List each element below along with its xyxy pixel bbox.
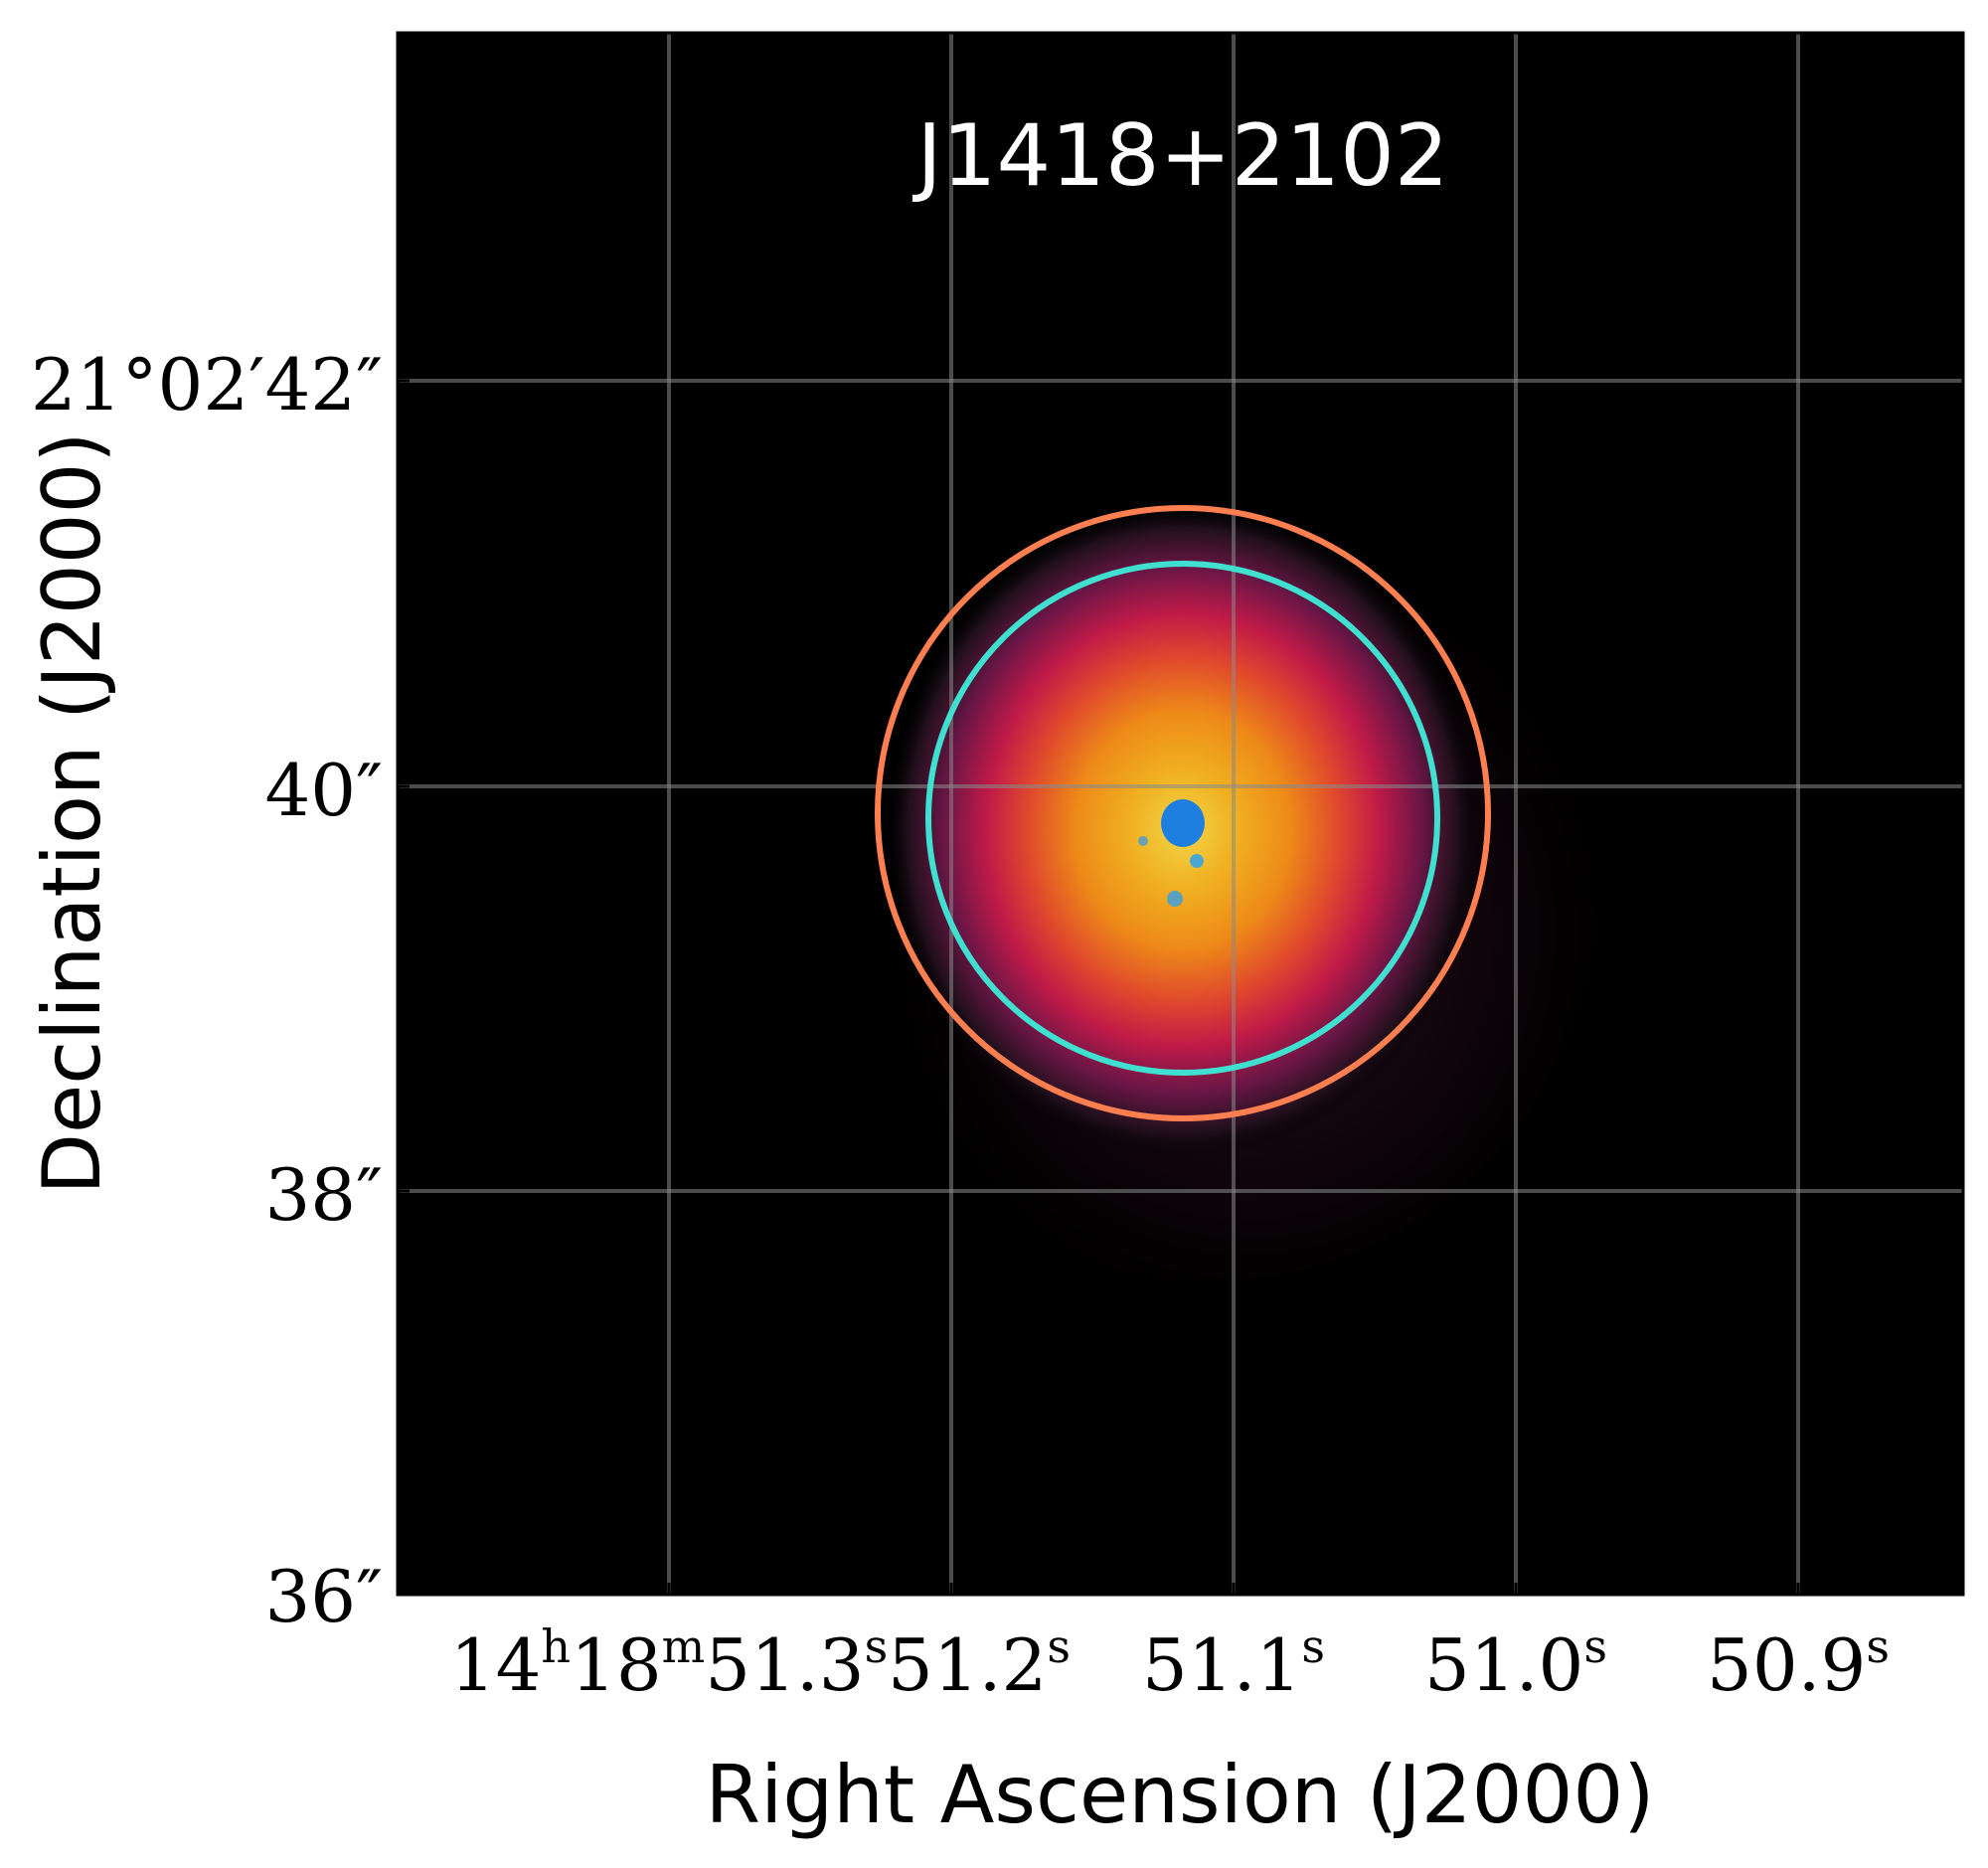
grid — [398, 33, 1963, 1595]
y-axis-label: Declination (J2000) — [26, 431, 118, 1194]
x-tick-label: 51.1s — [1142, 1619, 1325, 1707]
galaxy-knot — [1138, 836, 1148, 846]
y-tick-label: 38″ — [264, 1153, 383, 1237]
x-axis-label: Right Ascension (J2000) — [706, 1749, 1655, 1841]
ticks — [398, 379, 1800, 1595]
galaxy-core — [1161, 799, 1205, 847]
x-tick-label: 51.2s — [888, 1619, 1071, 1707]
x-tick-label: 50.9s — [1707, 1619, 1890, 1707]
x-tick-label: 51.0s — [1424, 1619, 1607, 1707]
y-tick-label: 40″ — [264, 749, 383, 832]
y-tick-label: 21°02′42″ — [31, 343, 383, 426]
y-tick-label: 36″ — [264, 1555, 383, 1638]
axes-frame — [396, 31, 1965, 1597]
outer-aperture-circle — [875, 505, 1491, 1121]
inner-aperture-circle — [925, 561, 1440, 1076]
x-tick-label: 14h18m51.3s — [450, 1619, 888, 1707]
galaxy-knot — [1167, 891, 1183, 907]
galaxy-knot — [1190, 854, 1204, 868]
plot-title: J1418+2102 — [911, 106, 1448, 206]
